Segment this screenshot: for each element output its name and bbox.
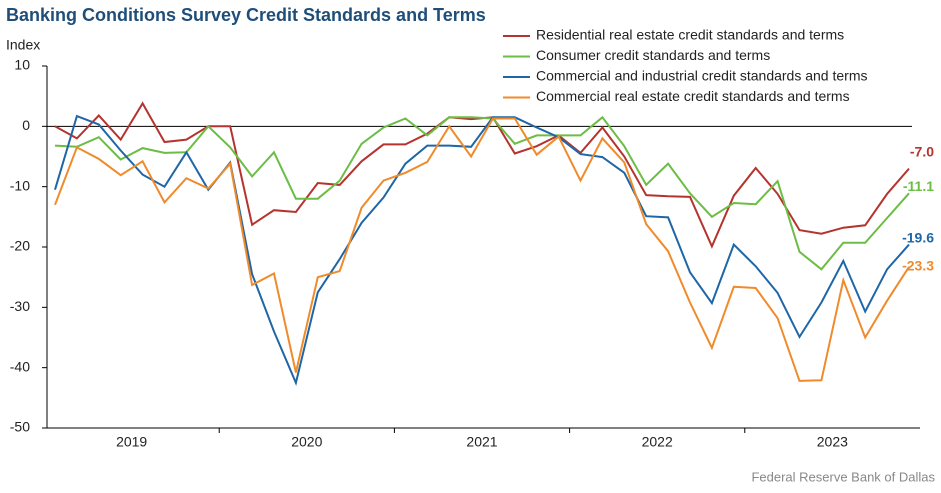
legend-label: Commercial real estate credit standards … — [536, 88, 850, 104]
series-line — [54, 114, 910, 386]
y-tick-label: -30 — [10, 298, 30, 314]
x-tick-label: 2020 — [291, 434, 322, 450]
y-tick-label: -10 — [10, 177, 30, 193]
y-tick-label: -40 — [10, 358, 30, 374]
x-tick-label: 2021 — [466, 434, 497, 450]
legend-label: Consumer credit standards and terms — [536, 47, 770, 63]
y-axis-label: Index — [6, 37, 40, 53]
value-label: -23.3 — [902, 258, 934, 274]
value-label: -19.6 — [902, 229, 934, 245]
source: Federal Reserve Bank of Dallas — [751, 469, 935, 484]
chart-title: Banking Conditions Survey Credit Standar… — [6, 5, 486, 25]
x-tick-label: 2022 — [642, 434, 673, 450]
series-line — [54, 115, 910, 271]
y-tick-label: -50 — [10, 419, 30, 435]
legend-label: Residential real estate credit standards… — [536, 27, 844, 43]
legend-label: Commercial and industrial credit standar… — [536, 68, 867, 84]
y-tick-label: 0 — [22, 117, 30, 133]
x-tick-label: 2023 — [817, 434, 848, 450]
series-line — [54, 101, 910, 249]
series-line — [54, 117, 910, 382]
value-label: -11.1 — [903, 178, 934, 194]
x-tick-label: 2019 — [116, 434, 147, 450]
value-label: -7.0 — [910, 143, 934, 159]
y-tick-label: -20 — [10, 238, 30, 254]
y-tick-label: 10 — [14, 57, 30, 73]
